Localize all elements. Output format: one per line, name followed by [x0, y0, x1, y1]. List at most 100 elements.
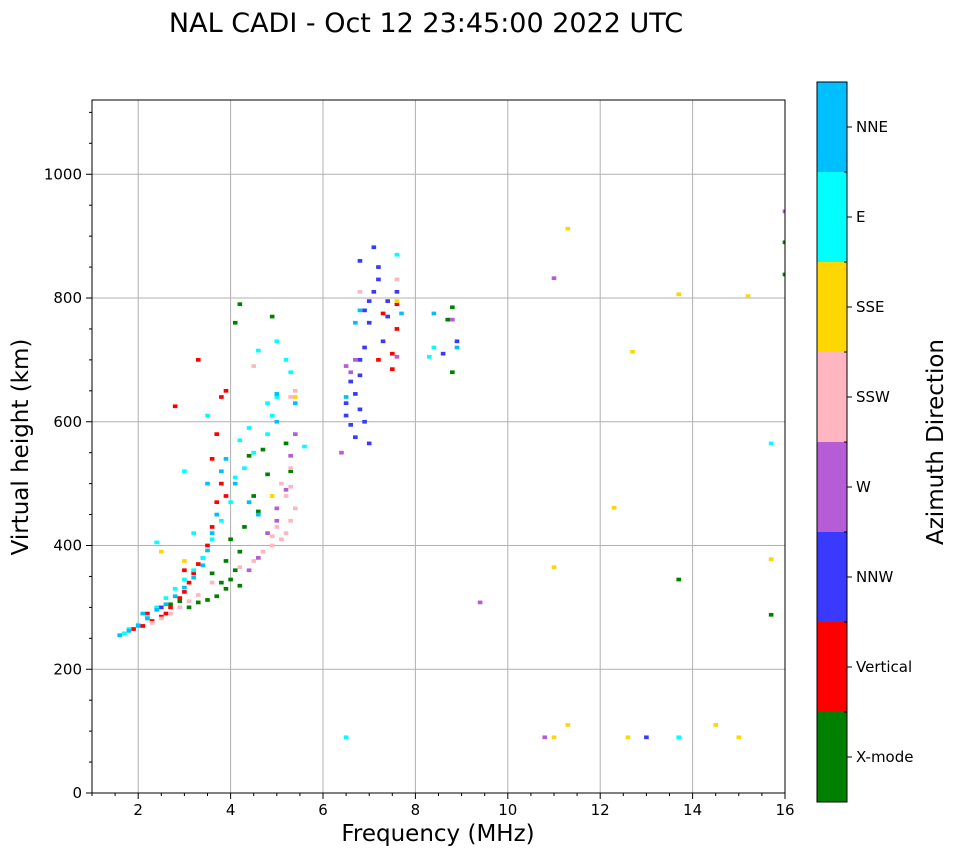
data-point	[644, 735, 649, 740]
data-point	[209, 525, 215, 529]
data-point	[274, 506, 280, 511]
data-point	[158, 605, 164, 610]
data-point	[477, 600, 483, 605]
x-tick-label: 8	[411, 801, 421, 819]
data-point	[265, 472, 270, 477]
data-point	[288, 453, 293, 458]
data-point	[256, 512, 261, 517]
x-axis-ticks: 2 4 6 8 10 12 14 16	[91, 793, 795, 819]
data-point	[260, 549, 266, 554]
data-point	[177, 605, 183, 610]
data-point	[736, 735, 742, 740]
data-point	[205, 548, 210, 553]
x-tick-label: 14	[683, 801, 702, 819]
data-point	[200, 556, 206, 560]
y-axis-label: Virtual height (km)	[8, 339, 34, 556]
colorbar-segment	[817, 712, 847, 802]
data-point	[279, 481, 284, 486]
data-point	[630, 349, 635, 354]
data-point	[357, 373, 363, 378]
data-point	[611, 505, 617, 510]
data-point	[265, 401, 270, 406]
data-point	[399, 311, 404, 316]
data-point	[256, 556, 261, 560]
data-point	[269, 413, 275, 418]
data-point	[237, 549, 243, 554]
data-point	[219, 518, 224, 523]
data-point	[339, 450, 344, 455]
colorbar-label-w: W	[856, 478, 871, 496]
colorbar-label-ssw: SSW	[856, 388, 890, 406]
x-tick-label: 16	[775, 801, 794, 819]
data-point	[269, 534, 275, 539]
data-point	[145, 616, 150, 621]
data-point	[209, 571, 215, 576]
data-point	[366, 441, 372, 446]
data-point	[168, 602, 173, 607]
y-tick-label: 400	[53, 537, 82, 555]
data-point	[205, 481, 210, 486]
data-point	[219, 580, 224, 585]
data-point	[269, 494, 275, 498]
data-point	[274, 518, 280, 523]
data-point	[782, 240, 785, 245]
colorbar-label-x-mode: X-mode	[856, 748, 913, 766]
data-point	[288, 395, 293, 399]
data-point	[288, 518, 293, 523]
data-point	[246, 426, 252, 430]
data-point	[182, 559, 187, 563]
data-point	[440, 351, 446, 356]
data-point	[343, 413, 349, 418]
series-nnw	[158, 245, 649, 740]
data-point	[232, 568, 238, 573]
series-nne	[117, 308, 460, 638]
data-point	[195, 593, 201, 597]
data-point	[394, 277, 400, 282]
data-point	[237, 583, 243, 588]
data-point	[163, 602, 169, 607]
data-point	[376, 277, 381, 282]
series-x-mode	[168, 240, 785, 617]
data-point	[232, 475, 238, 480]
data-point	[131, 627, 136, 631]
data-point	[376, 265, 381, 269]
data-point	[269, 543, 275, 548]
data-point	[205, 413, 210, 418]
data-point	[214, 500, 220, 505]
data-point	[172, 404, 178, 409]
y-tick-label: 800	[53, 289, 82, 307]
colorbar-segment	[817, 82, 847, 172]
data-point	[154, 540, 159, 545]
data-point	[385, 299, 390, 303]
data-point	[357, 358, 363, 362]
data-point	[186, 580, 192, 585]
data-point	[205, 598, 210, 602]
data-point	[246, 453, 252, 458]
data-point	[182, 585, 187, 590]
data-points	[117, 209, 785, 740]
series-w	[246, 209, 785, 740]
data-point	[380, 311, 386, 316]
data-point	[542, 735, 548, 740]
colorbar-label-vertical: Vertical	[856, 658, 912, 676]
data-point	[228, 577, 233, 582]
data-point	[214, 432, 220, 436]
data-point	[292, 388, 298, 393]
data-point	[154, 605, 159, 610]
data-point	[357, 259, 363, 263]
data-point	[362, 345, 367, 350]
data-point	[625, 735, 631, 740]
data-point	[431, 345, 437, 350]
y-tick-label: 600	[53, 413, 82, 431]
data-point	[251, 450, 257, 455]
data-point	[126, 629, 132, 633]
data-point	[172, 594, 178, 599]
data-point	[209, 457, 215, 461]
data-point	[172, 586, 178, 591]
data-point	[274, 419, 280, 424]
data-point	[353, 392, 358, 396]
data-point	[348, 379, 354, 384]
data-point	[366, 320, 372, 325]
data-point	[385, 314, 390, 319]
data-point	[186, 599, 192, 604]
